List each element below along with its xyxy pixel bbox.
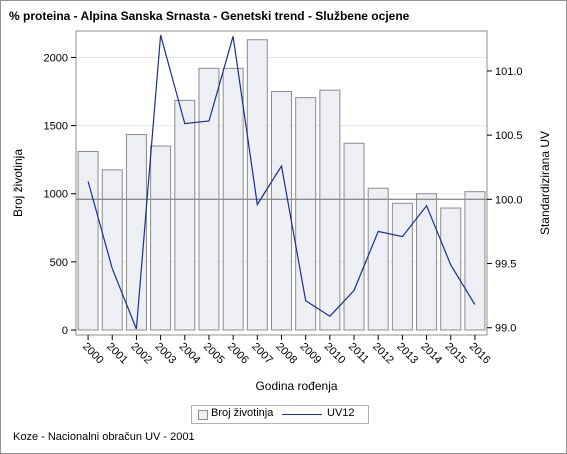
y-tick-label: 0 (62, 325, 68, 337)
x-tick-label: 2015 (443, 341, 469, 367)
x-tick-label: 2000 (80, 341, 106, 367)
bar (271, 91, 292, 331)
y-tick-label: 500 (50, 257, 68, 269)
x-tick-label: 2007 (249, 341, 275, 367)
bar (440, 207, 462, 331)
bar (101, 169, 123, 331)
bar (391, 202, 413, 331)
y-tick-label: 2000 (44, 52, 68, 64)
x-tick-label: 2011 (346, 341, 371, 366)
x-axis-title: Godina rođenja (255, 379, 337, 393)
x-tick-label: 2001 (104, 341, 130, 367)
chart-title: % proteina - Alpina Sanska Srnasta - Gen… (9, 9, 410, 23)
y2-tick-label: 99.5 (495, 259, 516, 271)
legend-bar-label: Broj životinja (211, 407, 274, 419)
y2-tick-label: 101.0 (495, 66, 523, 78)
x-tick-label: 2014 (418, 341, 444, 367)
uv12-line (87, 34, 476, 330)
x-tick-label: 2006 (225, 341, 251, 367)
bar (246, 39, 268, 331)
y-axis-title: Broj životinja (11, 149, 25, 217)
x-tick-label: 2005 (201, 341, 227, 367)
x-tick-label: 2010 (322, 341, 348, 367)
y-tick-label: 1500 (44, 121, 68, 133)
bar (295, 97, 317, 331)
x-tick-label: 2009 (298, 341, 324, 367)
x-tick-label: 2016 (467, 341, 493, 367)
footnote: Koze - Nacionalni obračun UV - 2001 (13, 431, 195, 443)
y2-tick-label: 100.5 (495, 130, 523, 142)
bar (464, 191, 486, 331)
x-tick-label: 2003 (152, 341, 178, 367)
bar (125, 133, 147, 331)
bar (343, 142, 365, 331)
y2-tick-label: 100.0 (495, 194, 523, 206)
bar (150, 145, 172, 331)
bar (319, 89, 341, 331)
x-tick-label: 2012 (370, 341, 396, 367)
legend: Broj životinja UV12 (191, 405, 369, 424)
bar (367, 187, 389, 331)
y2-tick-label: 99.0 (495, 323, 516, 335)
bar (174, 99, 196, 331)
bar (416, 193, 438, 331)
legend-line-label: UV12 (327, 407, 355, 419)
y-tick-label: 1000 (44, 189, 68, 201)
y2-axis-title: Standardizirana UV (538, 131, 552, 235)
x-tick-label: 2004 (177, 341, 203, 367)
x-tick-label: 2002 (128, 341, 154, 367)
legend-bar-swatch (198, 410, 208, 420)
legend-line-swatch (282, 414, 322, 415)
x-tick-label: 2008 (273, 341, 299, 367)
x-tick-label: 2013 (394, 341, 420, 367)
bar (77, 150, 99, 331)
